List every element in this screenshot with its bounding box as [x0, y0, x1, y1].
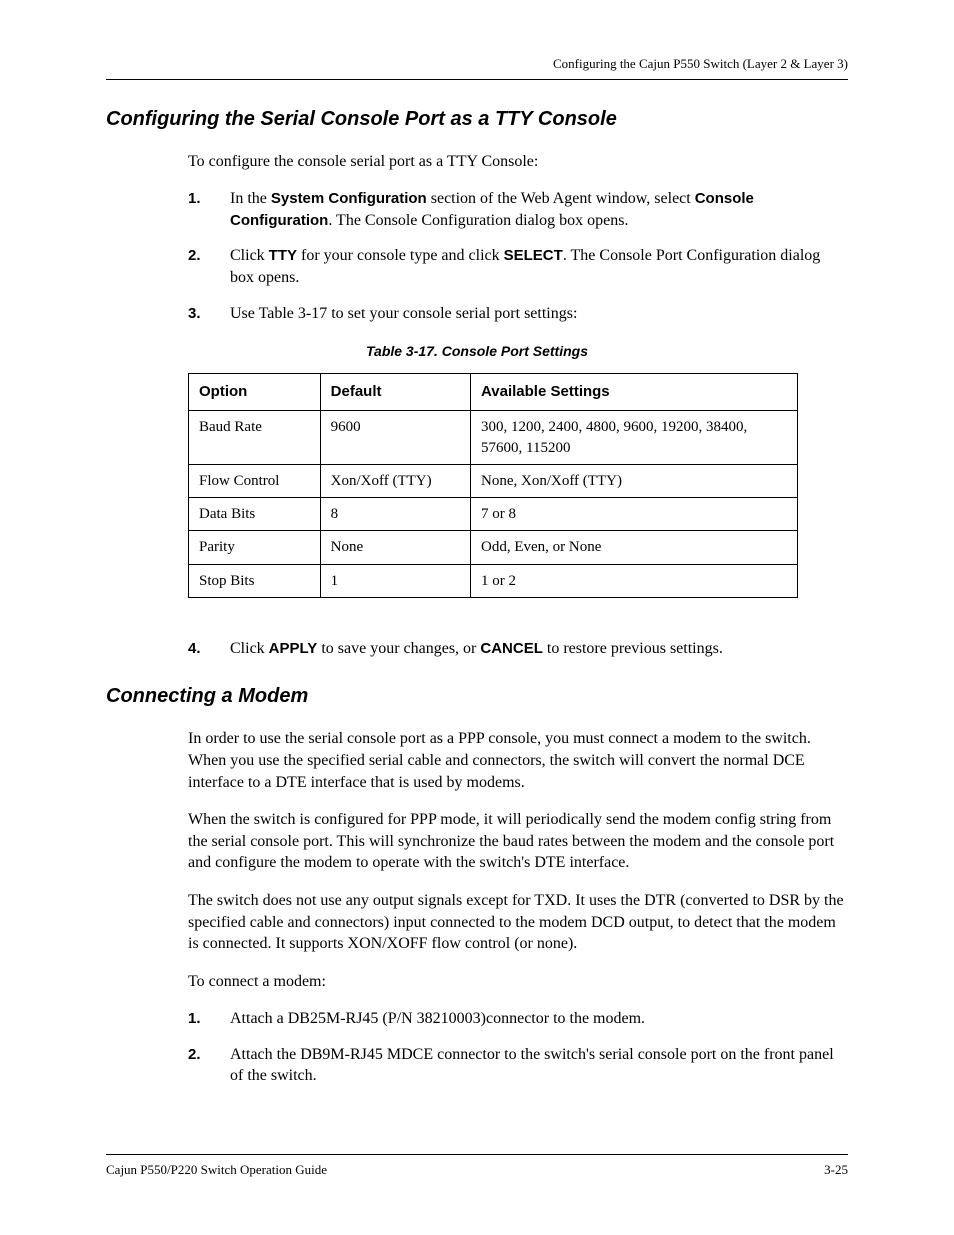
text: Click	[230, 247, 269, 264]
table-cell: 300, 1200, 2400, 4800, 9600, 19200, 3840…	[471, 411, 798, 465]
bold: APPLY	[269, 640, 318, 657]
section2-body: In order to use the serial console port …	[188, 728, 848, 1087]
step-body: Use Table 3-17 to set your console seria…	[230, 303, 848, 325]
table-cell: None	[320, 531, 470, 564]
running-header: Configuring the Cajun P550 Switch (Layer…	[106, 55, 848, 73]
table-cell: Baud Rate	[189, 411, 321, 465]
console-port-settings-table: Option Default Available Settings Baud R…	[188, 373, 798, 598]
section1-tail: 4. Click APPLY to save your changes, or …	[188, 638, 848, 660]
table-cell: 1	[320, 564, 470, 597]
step-number: 2.	[188, 245, 230, 288]
bold: TTY	[269, 247, 297, 264]
step-number: 1.	[188, 1008, 230, 1030]
step-body: Attach the DB9M-RJ45 MDCE connector to t…	[230, 1044, 848, 1087]
section1-body: To configure the console serial port as …	[188, 151, 848, 325]
table-cell: None, Xon/Xoff (TTY)	[471, 464, 798, 497]
step-number: 4.	[188, 638, 230, 660]
table-cell: Flow Control	[189, 464, 321, 497]
table-cell: Odd, Even, or None	[471, 531, 798, 564]
bold: CANCEL	[480, 640, 543, 657]
page-footer: Cajun P550/P220 Switch Operation Guide 3…	[106, 1154, 848, 1179]
text: In the	[230, 190, 271, 207]
step-number: 2.	[188, 1044, 230, 1087]
table-header: Default	[320, 374, 470, 411]
footer-left: Cajun P550/P220 Switch Operation Guide	[106, 1161, 327, 1179]
table-caption: Table 3-17. Console Port Settings	[106, 342, 848, 361]
step-body: In the System Configuration section of t…	[230, 188, 848, 231]
step-body: Click TTY for your console type and clic…	[230, 245, 848, 288]
section2-p2: When the switch is configured for PPP mo…	[188, 809, 848, 874]
step-number: 3.	[188, 303, 230, 325]
table-header: Available Settings	[471, 374, 798, 411]
table-row: Parity None Odd, Even, or None	[189, 531, 798, 564]
section1-steps-2: 4. Click APPLY to save your changes, or …	[188, 638, 848, 660]
section1-steps: 1. In the System Configuration section o…	[188, 188, 848, 324]
text: for your console type and click	[297, 247, 504, 264]
section2-step1: 1. Attach a DB25M-RJ45 (P/N 38210003)con…	[188, 1008, 848, 1030]
footer-row: Cajun P550/P220 Switch Operation Guide 3…	[106, 1161, 848, 1179]
table-row: Stop Bits 1 1 or 2	[189, 564, 798, 597]
bold: SELECT	[504, 247, 563, 264]
step-body: Click APPLY to save your changes, or CAN…	[230, 638, 848, 660]
table-cell: 8	[320, 498, 470, 531]
section2-lead: To connect a modem:	[188, 971, 848, 993]
text: to save your changes, or	[317, 640, 480, 657]
section1-step2: 2. Click TTY for your console type and c…	[188, 245, 848, 288]
table-row: Data Bits 8 7 or 8	[189, 498, 798, 531]
table-cell: Parity	[189, 531, 321, 564]
table-cell: Xon/Xoff (TTY)	[320, 464, 470, 497]
caption-title: Console Port Settings	[442, 343, 588, 359]
text: . The Console Configuration dialog box o…	[328, 212, 628, 229]
section1-intro: To configure the console serial port as …	[188, 151, 848, 173]
table-cell: 1 or 2	[471, 564, 798, 597]
section1-step3: 3. Use Table 3-17 to set your console se…	[188, 303, 848, 325]
table-header-row: Option Default Available Settings	[189, 374, 798, 411]
section2-steps: 1. Attach a DB25M-RJ45 (P/N 38210003)con…	[188, 1008, 848, 1087]
section1-step4: 4. Click APPLY to save your changes, or …	[188, 638, 848, 660]
footer-rule	[106, 1154, 848, 1155]
table-row: Flow Control Xon/Xoff (TTY) None, Xon/Xo…	[189, 464, 798, 497]
table-cell: Stop Bits	[189, 564, 321, 597]
table-cell: 9600	[320, 411, 470, 465]
bold: System Configuration	[271, 190, 427, 207]
footer-right: 3-25	[824, 1161, 848, 1179]
step-body: Attach a DB25M-RJ45 (P/N 38210003)connec…	[230, 1008, 848, 1030]
page: Configuring the Cajun P550 Switch (Layer…	[0, 0, 954, 1235]
section1-step1: 1. In the System Configuration section o…	[188, 188, 848, 231]
header-rule	[106, 79, 848, 80]
step-number: 1.	[188, 188, 230, 231]
text: Click	[230, 640, 269, 657]
text: to restore previous settings.	[543, 640, 723, 657]
section2-p1: In order to use the serial console port …	[188, 728, 848, 793]
text: section of the Web Agent window, select	[427, 190, 695, 207]
caption-pre: Table 3-17.	[366, 343, 442, 359]
section2-p3: The switch does not use any output signa…	[188, 890, 848, 955]
section-title-modem: Connecting a Modem	[106, 683, 848, 710]
table-cell: Data Bits	[189, 498, 321, 531]
table-row: Baud Rate 9600 300, 1200, 2400, 4800, 96…	[189, 411, 798, 465]
table-header: Option	[189, 374, 321, 411]
table-cell: 7 or 8	[471, 498, 798, 531]
section-title-tty: Configuring the Serial Console Port as a…	[106, 106, 848, 133]
section2-step2: 2. Attach the DB9M-RJ45 MDCE connector t…	[188, 1044, 848, 1087]
